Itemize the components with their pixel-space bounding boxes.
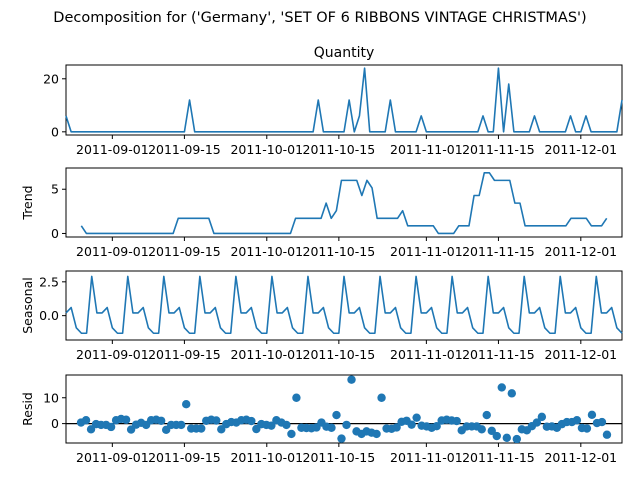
axes-frame bbox=[65, 270, 623, 341]
series-line bbox=[80, 171, 608, 235]
x-tick-label: 2011-11-15 bbox=[462, 347, 535, 362]
data-point bbox=[337, 434, 346, 443]
data-point bbox=[372, 429, 381, 439]
data-point bbox=[106, 422, 116, 432]
data-point bbox=[477, 425, 486, 434]
data-point bbox=[217, 425, 226, 434]
y-axis-label: Seasonal bbox=[20, 277, 35, 334]
panel-resid: 0 10 2011-09-01 2011-09-15 2011-10-01 2011-10… bbox=[20, 374, 623, 465]
data-point bbox=[502, 433, 511, 443]
data-point bbox=[121, 415, 131, 424]
x-tick-label: 2011-12-01 bbox=[544, 347, 617, 362]
x-tick-label: 2011-09-01 bbox=[76, 450, 149, 465]
x-tick-label: 2011-10-01 bbox=[230, 347, 303, 362]
y-axis-label: Resid bbox=[20, 392, 35, 426]
data-point bbox=[512, 434, 522, 443]
data-point bbox=[377, 393, 386, 402]
data-point bbox=[347, 375, 356, 384]
x-tick-label: 2011-11-15 bbox=[462, 244, 535, 259]
series-line bbox=[65, 275, 623, 335]
data-point bbox=[507, 389, 517, 398]
data-point bbox=[597, 417, 607, 427]
data-point bbox=[487, 426, 496, 436]
axes-frame bbox=[65, 64, 623, 136]
data-point bbox=[332, 410, 341, 420]
x-tick-label: 2011-10-15 bbox=[303, 142, 376, 157]
x-tick-label: 2011-11-15 bbox=[462, 142, 535, 157]
x-tick-label: 2011-11-15 bbox=[462, 450, 535, 465]
data-point bbox=[86, 425, 96, 434]
data-point bbox=[292, 393, 301, 402]
y-tick-label: 0 bbox=[51, 124, 59, 139]
data-point bbox=[177, 420, 186, 430]
x-tick-label: 2011-10-15 bbox=[303, 347, 376, 362]
y-tick-label: 0 bbox=[51, 416, 59, 431]
data-point bbox=[267, 421, 276, 430]
y-tick-label: 0 bbox=[51, 226, 59, 241]
x-tick-label: 2011-09-01 bbox=[76, 244, 149, 259]
x-tick-label: 2011-09-15 bbox=[148, 450, 221, 465]
data-point bbox=[247, 416, 256, 426]
x-tick-label: 2011-10-01 bbox=[230, 142, 303, 157]
data-point bbox=[587, 410, 597, 420]
data-point bbox=[492, 431, 501, 441]
data-point bbox=[482, 410, 491, 420]
data-point bbox=[407, 420, 416, 429]
x-tick-label: 2011-09-01 bbox=[76, 142, 149, 157]
data-point bbox=[432, 421, 441, 431]
x-tick-label: 2011-10-01 bbox=[230, 244, 303, 259]
x-tick-label: 2011-09-15 bbox=[148, 142, 221, 157]
panel-trend: 0 5 2011-09-01 2011-09-15 2011-10-01 2011-10-… bbox=[20, 167, 623, 259]
data-point bbox=[81, 416, 91, 425]
x-tick-label: 2011-09-15 bbox=[148, 347, 221, 362]
x-tick-label: 2011-09-01 bbox=[76, 347, 149, 362]
y-tick-label: 20 bbox=[43, 71, 59, 86]
figure-suptitle: Decomposition for ('Germany', 'SET OF 6 … bbox=[53, 10, 586, 26]
data-point bbox=[197, 424, 206, 433]
x-tick-label: 2011-12-01 bbox=[544, 244, 617, 259]
data-point bbox=[452, 416, 461, 426]
data-point bbox=[182, 400, 191, 409]
y-tick-label: 10 bbox=[43, 390, 59, 405]
data-point bbox=[497, 383, 506, 392]
y-tick-label: 0.0 bbox=[39, 308, 59, 323]
data-point bbox=[282, 420, 291, 430]
x-tick-label: 2011-09-15 bbox=[148, 244, 221, 259]
y-axis-label: Trend bbox=[20, 185, 35, 220]
data-point bbox=[342, 420, 351, 430]
data-point bbox=[412, 413, 421, 422]
y-tick-label: 5 bbox=[51, 182, 59, 197]
x-tick-label: 2011-11-01 bbox=[390, 347, 463, 362]
axes-frame bbox=[65, 167, 623, 238]
x-tick-label: 2011-10-01 bbox=[230, 450, 303, 465]
panel-title: Quantity bbox=[314, 45, 375, 61]
data-point bbox=[582, 424, 592, 433]
data-point bbox=[392, 423, 401, 432]
data-point bbox=[212, 416, 221, 425]
data-point bbox=[602, 430, 612, 439]
x-tick-label: 2011-10-15 bbox=[303, 244, 376, 259]
y-tick-label: 2.5 bbox=[39, 274, 59, 289]
data-point bbox=[287, 429, 296, 439]
x-tick-label: 2011-11-01 bbox=[390, 244, 463, 259]
x-tick-label: 2011-11-01 bbox=[390, 142, 463, 157]
x-tick-label: 2011-11-01 bbox=[390, 450, 463, 465]
panel-quantity: 0 20 2011-09-01 2011-09-15 2011-10-01 2011-10… bbox=[43, 45, 623, 157]
data-point bbox=[532, 418, 542, 427]
data-point bbox=[327, 423, 336, 432]
data-point bbox=[572, 416, 582, 425]
x-tick-label: 2011-12-01 bbox=[544, 142, 617, 157]
x-tick-label: 2011-10-15 bbox=[303, 450, 376, 465]
data-point bbox=[156, 416, 166, 425]
series-line bbox=[65, 67, 623, 133]
x-tick-label: 2011-12-01 bbox=[544, 450, 617, 465]
axes-frame bbox=[65, 374, 623, 444]
data-point bbox=[537, 412, 547, 422]
scatter-points bbox=[76, 375, 612, 443]
